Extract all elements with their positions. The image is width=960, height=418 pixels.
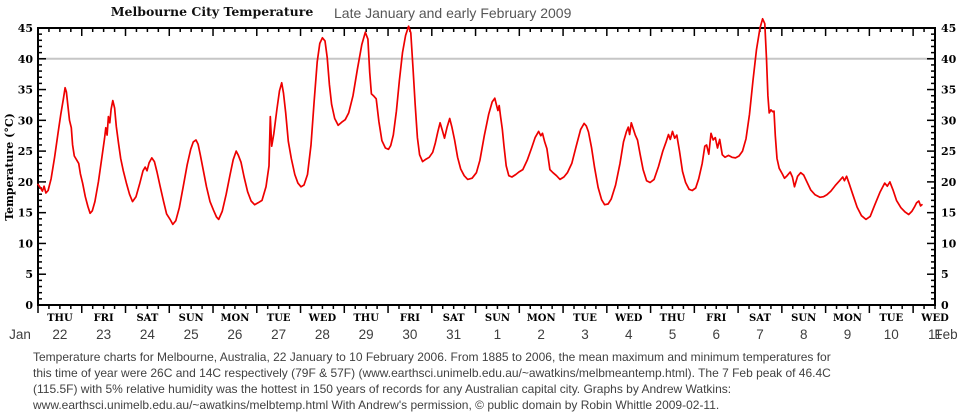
x-axis-day-name: THU <box>47 313 73 324</box>
x-axis-day-name: TUE <box>879 313 903 324</box>
x-axis-day-date: 22 <box>52 327 67 342</box>
x-axis-day-name: WED <box>308 313 337 324</box>
y-axis-label-left: 15 <box>18 207 33 220</box>
y-axis-label-right: 45 <box>941 22 956 35</box>
x-axis-day-date: 8 <box>800 327 808 342</box>
x-axis-day-date: 1 <box>494 327 502 342</box>
month-label-jan: Jan <box>9 327 31 342</box>
x-axis-day-date: 26 <box>227 327 242 342</box>
x-axis-day-date: 6 <box>712 327 720 342</box>
x-axis-day-date: 30 <box>402 327 417 342</box>
x-axis-day-date: 9 <box>844 327 852 342</box>
caption-line-2: this time of year were 26C and 14C respe… <box>33 366 831 380</box>
y-axis-label-left: 0 <box>25 299 33 312</box>
y-axis-label-left: 30 <box>18 114 34 127</box>
x-axis-day-date: 28 <box>315 327 330 342</box>
x-axis-day-date: 2 <box>537 327 545 342</box>
x-axis-day-name: TUE <box>267 313 291 324</box>
y-axis-label-right: 40 <box>941 53 957 66</box>
temperature-series <box>37 17 923 226</box>
y-axis-label-left: 10 <box>18 237 34 250</box>
x-axis-day-date: 10 <box>884 327 899 342</box>
plot-frame <box>37 27 936 306</box>
month-label-feb: Feb <box>934 327 957 342</box>
caption-line-1: Temperature charts for Melbourne, Austra… <box>33 350 831 364</box>
x-axis-day-date: 7 <box>756 327 764 342</box>
y-axis-label-right: 0 <box>941 299 949 312</box>
y-axis-label-left: 35 <box>18 84 33 97</box>
y-axis-label-right: 10 <box>941 237 957 250</box>
y-axis-label-left: 25 <box>18 145 33 158</box>
y-axis-label-right: 5 <box>941 268 949 281</box>
x-axis-day-date: 24 <box>140 327 156 342</box>
x-axis-day-name: TUE <box>573 313 597 324</box>
chart-title: Melbourne City Temperature <box>110 4 314 19</box>
x-axis-day-date: 5 <box>669 327 677 342</box>
x-axis-day-name: SAT <box>749 313 771 324</box>
chart-subtitle: Late January and early February 2009 <box>334 5 572 21</box>
x-axis-day-name: MON <box>833 313 862 324</box>
x-axis-day-date: 31 <box>446 327 461 342</box>
x-axis-day-name: MON <box>220 313 249 324</box>
y-axis-label-right: 30 <box>941 114 957 127</box>
x-axis-day-name: WED <box>614 313 643 324</box>
x-axis-day-date: 27 <box>271 327 286 342</box>
x-axis-day-date: 25 <box>184 327 199 342</box>
x-axis-day-date: 4 <box>625 327 633 342</box>
x-axis-day-name: FRI <box>400 313 420 324</box>
x-axis-day-name: FRI <box>706 313 726 324</box>
x-axis-day-name: MON <box>527 313 556 324</box>
y-axis-label-right: 15 <box>941 207 956 220</box>
y-axis-label-left: 40 <box>18 53 34 66</box>
y-axis-label-left: 45 <box>18 22 33 35</box>
x-axis-day-name: WED <box>920 313 949 324</box>
y-axis-label-left: 5 <box>25 268 33 281</box>
x-axis-day-name: SAT <box>443 313 465 324</box>
x-axis-day-date: 29 <box>359 327 374 342</box>
x-axis-day-date: 23 <box>96 327 111 342</box>
x-axis-day-name: FRI <box>94 313 114 324</box>
x-axis-day-date: 3 <box>581 327 589 342</box>
x-axis-day-name: THU <box>353 313 379 324</box>
x-axis-day-name: SUN <box>791 313 816 324</box>
x-axis-day-name: SUN <box>179 313 204 324</box>
x-axis-day-name: SAT <box>136 313 158 324</box>
y-axis-title: Temperature (°C) <box>3 113 16 221</box>
x-axis-day-date: 11 <box>928 327 942 342</box>
caption-line-4: www.earthsci.unimelb.edu.au/~awatkins/me… <box>33 398 720 412</box>
y-axis-label-right: 25 <box>941 145 956 158</box>
y-axis-label-right: 35 <box>941 84 956 97</box>
y-axis-label-right: 20 <box>941 176 957 189</box>
caption-line-3: (115.5F) with 5% relative humidity was t… <box>33 382 732 396</box>
x-axis-day-name: THU <box>660 313 686 324</box>
y-axis-label-left: 20 <box>18 176 34 189</box>
x-axis-day-name: SUN <box>485 313 510 324</box>
chart-caption: Temperature charts for Melbourne, Austra… <box>33 349 949 413</box>
